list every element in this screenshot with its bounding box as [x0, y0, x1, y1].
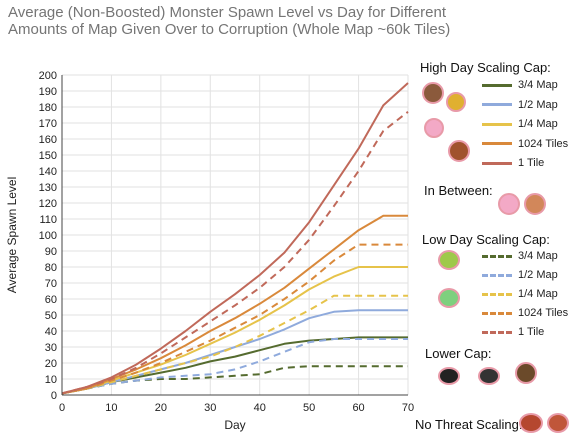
series-line-4 — [61, 82, 409, 395]
x-tick-label: 60 — [352, 402, 364, 414]
x-tick-label: 40 — [254, 402, 266, 414]
series-line-6 — [61, 338, 408, 395]
y-tick-label: 10 — [45, 374, 57, 386]
y-tick-label: 20 — [45, 358, 57, 370]
chart-title-line-2: Amounts of Map Given Over to Corruption … — [8, 21, 451, 38]
y-tick-label: 110 — [39, 214, 57, 226]
chart-title-line-1: Average (Non-Boosted) Monster Spawn Leve… — [8, 4, 446, 21]
x-tick-label: 30 — [204, 402, 216, 414]
y-tick-label: 50 — [45, 310, 57, 322]
y-tick-label: 130 — [39, 182, 57, 194]
series-line-1 — [61, 309, 408, 395]
y-tick-label: 140 — [39, 166, 57, 178]
series-line-5 — [61, 365, 408, 395]
y-tick-label: 90 — [45, 246, 57, 258]
x-tick-label: 20 — [155, 402, 167, 414]
y-tick-label: 120 — [39, 198, 57, 210]
series-line-8 — [61, 243, 408, 395]
series-lines — [61, 82, 409, 395]
series-line-0 — [61, 336, 408, 395]
y-tick-label: 70 — [45, 278, 57, 290]
y-tick-label: 40 — [45, 326, 57, 338]
y-tick-label: 160 — [39, 134, 57, 146]
y-tick-label: 30 — [45, 342, 57, 354]
x-axis-label: Day — [224, 418, 245, 432]
y-axis-label: Average Spawn Level — [5, 177, 19, 294]
y-tick-label: 180 — [39, 102, 57, 114]
x-tick-label: 10 — [105, 402, 117, 414]
series-line-9 — [61, 111, 409, 395]
y-tick-label: 200 — [39, 70, 57, 82]
axes: 0102030405060708090100110120130140150160… — [39, 70, 414, 414]
y-tick-label: 170 — [39, 118, 57, 130]
x-tick-label: 50 — [303, 402, 315, 414]
chart-title: Average (Non-Boosted) Monster Spawn Leve… — [8, 4, 508, 38]
x-tick-label: 70 — [402, 402, 414, 414]
y-tick-label: 100 — [39, 230, 57, 242]
y-tick-label: 60 — [45, 294, 57, 306]
y-tick-label: 80 — [45, 262, 57, 274]
x-tick-label: 0 — [59, 402, 65, 414]
y-tick-label: 0 — [51, 390, 57, 402]
y-tick-label: 190 — [39, 86, 57, 98]
series-line-2 — [61, 266, 408, 395]
y-tick-label: 150 — [39, 150, 57, 162]
